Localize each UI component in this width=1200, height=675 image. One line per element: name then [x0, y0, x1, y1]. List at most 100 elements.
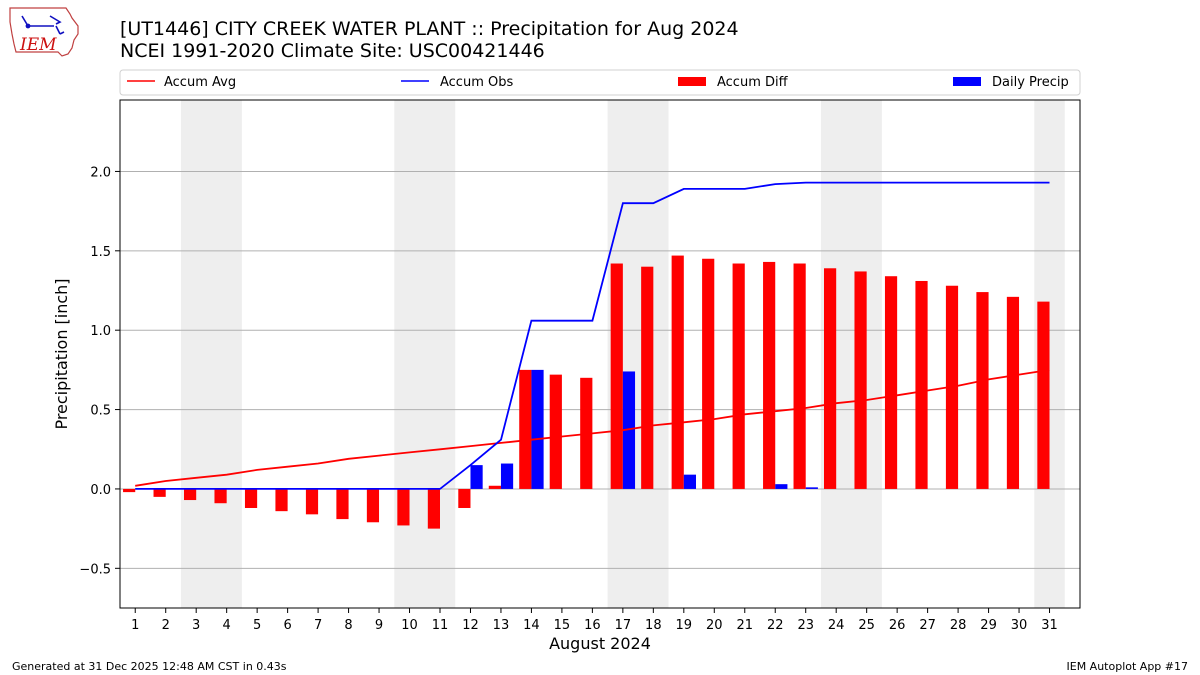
y-tick-label-2: 0.5: [90, 404, 111, 419]
x-tick-label-19: 19: [676, 618, 693, 633]
x-tick-label-6: 6: [283, 618, 291, 633]
accum-diff-bar-1: [123, 488, 136, 493]
accum-obs-line: [135, 181, 1050, 490]
x-axis-label: August 2024: [549, 634, 651, 653]
y-axis: −0.5 0.0 0.5 1.0 1.5 2.0: [79, 165, 120, 577]
legend-swatch-daily-precip: [953, 77, 981, 86]
x-tick-label-23: 23: [797, 618, 814, 633]
accum-diff-bar-4: [214, 488, 227, 504]
x-tick-label-10: 10: [401, 618, 418, 633]
iowa-outline-icon: [9, 7, 79, 57]
gridlines: [120, 170, 1080, 569]
x-tick-label-27: 27: [919, 618, 936, 633]
x-axis: 1 2 3 4 5 6 7 8 9 10 11 12 13 14 15 16 17 18 19 20 21 22 23 24 2…: [131, 608, 1058, 633]
accum-diff-bar-11: [427, 488, 440, 529]
accum-diff-bar-2: [153, 488, 166, 497]
x-tick-label-9: 9: [375, 618, 383, 633]
x-tick-label-7: 7: [314, 618, 322, 633]
accum-diff-bar-9: [366, 488, 380, 523]
daily-precip-bar-12: [470, 465, 483, 489]
y-tick-label-4: 1.5: [90, 245, 111, 260]
x-tick-label-22: 22: [767, 618, 784, 633]
x-tick-label-24: 24: [828, 618, 845, 633]
accum-diff-bars: [123, 255, 1050, 529]
accum-diff-bar-15: [549, 374, 562, 489]
weekend-shade-1: [180, 100, 242, 608]
accum-diff-bar-12: [458, 488, 471, 508]
x-tick-label-28: 28: [950, 618, 967, 633]
x-tick-label-3: 3: [192, 618, 200, 633]
x-tick-label-18: 18: [645, 618, 662, 633]
accum-diff-bar-8: [336, 488, 349, 520]
accum-avg-line: [135, 369, 1050, 487]
x-tick-label-30: 30: [1011, 618, 1028, 633]
accum-lines: [135, 181, 1050, 490]
x-tick-label-17: 17: [615, 618, 632, 633]
station-dot-icon: [25, 23, 31, 29]
accum-diff-bar-21: [732, 263, 745, 489]
x-tick-label-12: 12: [462, 618, 479, 633]
footer-app: IEM Autoplot App #17: [1067, 660, 1189, 673]
accum-diff-bar-22: [763, 261, 776, 489]
accum-diff-bar-18: [641, 266, 654, 489]
plot-frame: [119, 99, 1081, 609]
accum-diff-bar-29: [976, 292, 989, 489]
accum-diff-bar-25: [854, 271, 867, 489]
accum-diff-bar-3: [184, 488, 197, 501]
daily-precip-bar-19: [683, 474, 696, 489]
x-tick-label-26: 26: [889, 618, 906, 633]
chart-title-line1: [UT1446] CITY CREEK WATER PLANT :: Preci…: [120, 18, 739, 40]
daily-precip-bar-13: [500, 463, 514, 489]
accum-diff-bar-19: [671, 255, 684, 489]
x-tick-label-25: 25: [858, 618, 875, 633]
accum-diff-bar-17: [610, 263, 623, 489]
accum-diff-bar-20: [702, 258, 715, 489]
daily-precip-bar-17: [622, 371, 636, 489]
daily-precip-bar-23: [805, 487, 818, 489]
x-tick-label-21: 21: [736, 618, 753, 633]
accum-diff-bar-23: [793, 263, 806, 489]
legend-frame: [119, 69, 1081, 96]
y-axis-label: Precipitation [inch]: [52, 278, 71, 429]
daily-precip-bars: [470, 369, 818, 489]
x-tick-label-4: 4: [223, 618, 231, 633]
x-tick-label-14: 14: [523, 618, 540, 633]
x-tick-label-8: 8: [344, 618, 352, 633]
accum-diff-bar-30: [1006, 296, 1020, 489]
accum-diff-bar-7: [305, 488, 319, 515]
x-tick-label-1: 1: [131, 618, 139, 633]
x-tick-label-13: 13: [493, 618, 510, 633]
water-tower-icon: [21, 15, 65, 35]
logo-text: IEM: [19, 35, 57, 55]
accum-diff-bar-14: [519, 369, 532, 489]
y-tick-label-1: 0.0: [90, 483, 111, 498]
x-tick-label-16: 16: [584, 618, 601, 633]
chart-title-line2: NCEI 1991-2020 Climate Site: USC00421446: [120, 40, 545, 62]
legend-swatch-accum-diff: [678, 77, 706, 86]
x-tick-label-29: 29: [980, 618, 997, 633]
accum-diff-bar-10: [397, 488, 410, 526]
y-tick-label-3: 1.0: [90, 324, 111, 339]
x-tick-label-20: 20: [706, 618, 723, 633]
legend-label-accum-diff: Accum Diff: [717, 75, 789, 90]
y-tick-label-5: 2.0: [90, 165, 111, 180]
x-tick-label-2: 2: [162, 618, 170, 633]
weekend-shade-2: [394, 100, 456, 608]
accum-diff-bar-6: [275, 488, 288, 512]
accum-diff-bar-26: [884, 276, 898, 489]
legend-label-accum-avg: Accum Avg: [164, 75, 236, 90]
x-tick-label-15: 15: [554, 618, 571, 633]
x-tick-label-5: 5: [253, 618, 261, 633]
accum-diff-bar-5: [244, 488, 258, 508]
accum-diff-bar-13: [488, 485, 501, 489]
x-tick-label-11: 11: [432, 618, 449, 633]
accum-diff-bar-27: [915, 280, 928, 489]
footer-generated: Generated at 31 Dec 2025 12:48 AM CST in…: [12, 660, 287, 673]
legend: Accum Avg Accum Obs Accum Diff Daily Pre…: [119, 69, 1081, 96]
legend-label-accum-obs: Accum Obs: [440, 75, 513, 90]
iem-logo: IEM: [6, 4, 80, 62]
accum-diff-bar-24: [824, 268, 837, 489]
daily-precip-bar-22: [775, 484, 788, 489]
accum-diff-bar-31: [1037, 301, 1050, 489]
